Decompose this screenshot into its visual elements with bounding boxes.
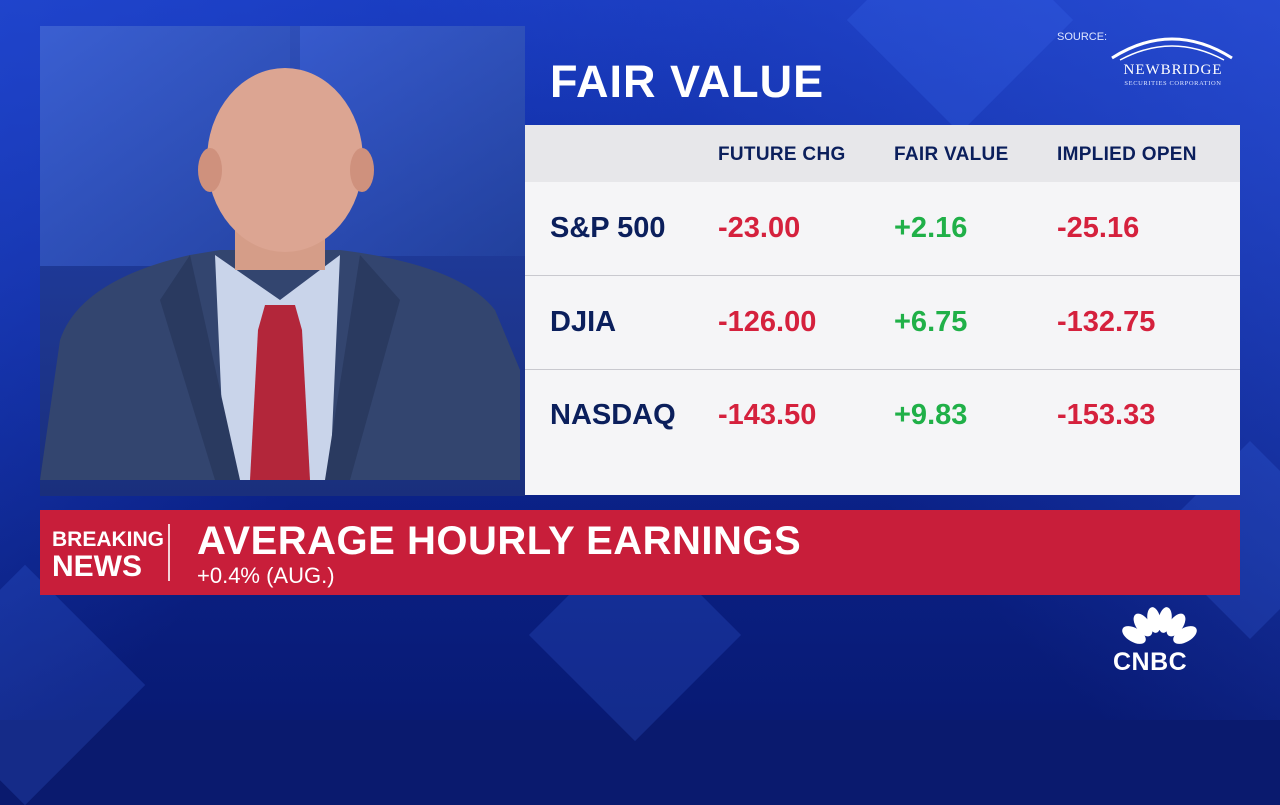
- breaking-news-tag: BREAKING NEWS: [52, 528, 164, 582]
- source-label: SOURCE:: [1057, 31, 1108, 43]
- fair-value-table: FUTURE CHG FAIR VALUE IMPLIED OPEN S&P 5…: [525, 125, 1240, 495]
- column-header-implied-open: IMPLIED OPEN: [1057, 144, 1197, 165]
- cnbc-peacock-icon: [1122, 607, 1197, 644]
- implied-open-value: -25.16: [1057, 212, 1140, 244]
- implied-open-value: -132.75: [1057, 306, 1156, 338]
- banner-divider: [168, 524, 170, 581]
- column-header-fair-value: FAIR VALUE: [894, 144, 1009, 165]
- fair-value-value: +9.83: [894, 399, 968, 431]
- column-header-future-chg: FUTURE CHG: [718, 144, 846, 165]
- table-row: NASDAQ -143.50 +9.83 -153.33: [525, 369, 1240, 462]
- headline: AVERAGE HOURLY EARNINGS: [197, 519, 802, 563]
- implied-open-value: -153.33: [1057, 399, 1156, 431]
- table-row: DJIA -126.00 +6.75 -132.75: [525, 276, 1240, 370]
- table-row: S&P 500 -23.00 +2.16 -25.16: [525, 182, 1240, 276]
- future-chg-value: -23.00: [718, 212, 801, 244]
- network-logo-text: CNBC: [1113, 648, 1188, 676]
- future-chg-value: -126.00: [718, 306, 817, 338]
- news-label: NEWS: [52, 550, 142, 583]
- headline-subline: +0.4% (AUG.): [197, 563, 335, 588]
- row-label: NASDAQ: [550, 399, 676, 431]
- table-header: FUTURE CHG FAIR VALUE IMPLIED OPEN: [525, 125, 1240, 182]
- row-label: DJIA: [550, 306, 617, 338]
- source-logo-name: NEWBRIDGE: [1123, 62, 1223, 78]
- fair-value-value: +2.16: [894, 212, 968, 244]
- breaking-news-banner: BREAKING NEWS AVERAGE HOURLY EARNINGS +0…: [40, 510, 1240, 595]
- graphic-title: FAIR VALUE: [550, 56, 825, 107]
- presenter-image: [40, 68, 520, 480]
- future-chg-value: -143.50: [718, 399, 817, 431]
- source-logo-sub: SECURITIES CORPORATION: [1124, 80, 1222, 87]
- newbridge-logo-icon: [1111, 37, 1233, 61]
- row-label: S&P 500: [550, 212, 666, 244]
- fair-value-value: +6.75: [894, 306, 968, 338]
- breaking-label: BREAKING: [52, 528, 165, 551]
